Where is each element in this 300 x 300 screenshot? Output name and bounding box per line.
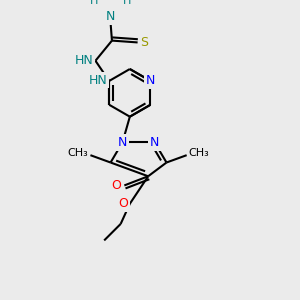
Text: N: N <box>150 136 159 149</box>
Text: N: N <box>105 10 115 23</box>
Text: O: O <box>118 197 128 210</box>
Text: N: N <box>146 74 155 87</box>
Text: O: O <box>112 179 122 192</box>
Text: S: S <box>140 36 148 49</box>
Text: H: H <box>89 0 98 6</box>
Text: CH₃: CH₃ <box>68 148 88 158</box>
Text: N: N <box>118 136 127 149</box>
Text: H: H <box>122 0 131 6</box>
Text: HN: HN <box>75 54 94 67</box>
Text: HN: HN <box>88 74 107 86</box>
Text: CH₃: CH₃ <box>188 148 209 158</box>
